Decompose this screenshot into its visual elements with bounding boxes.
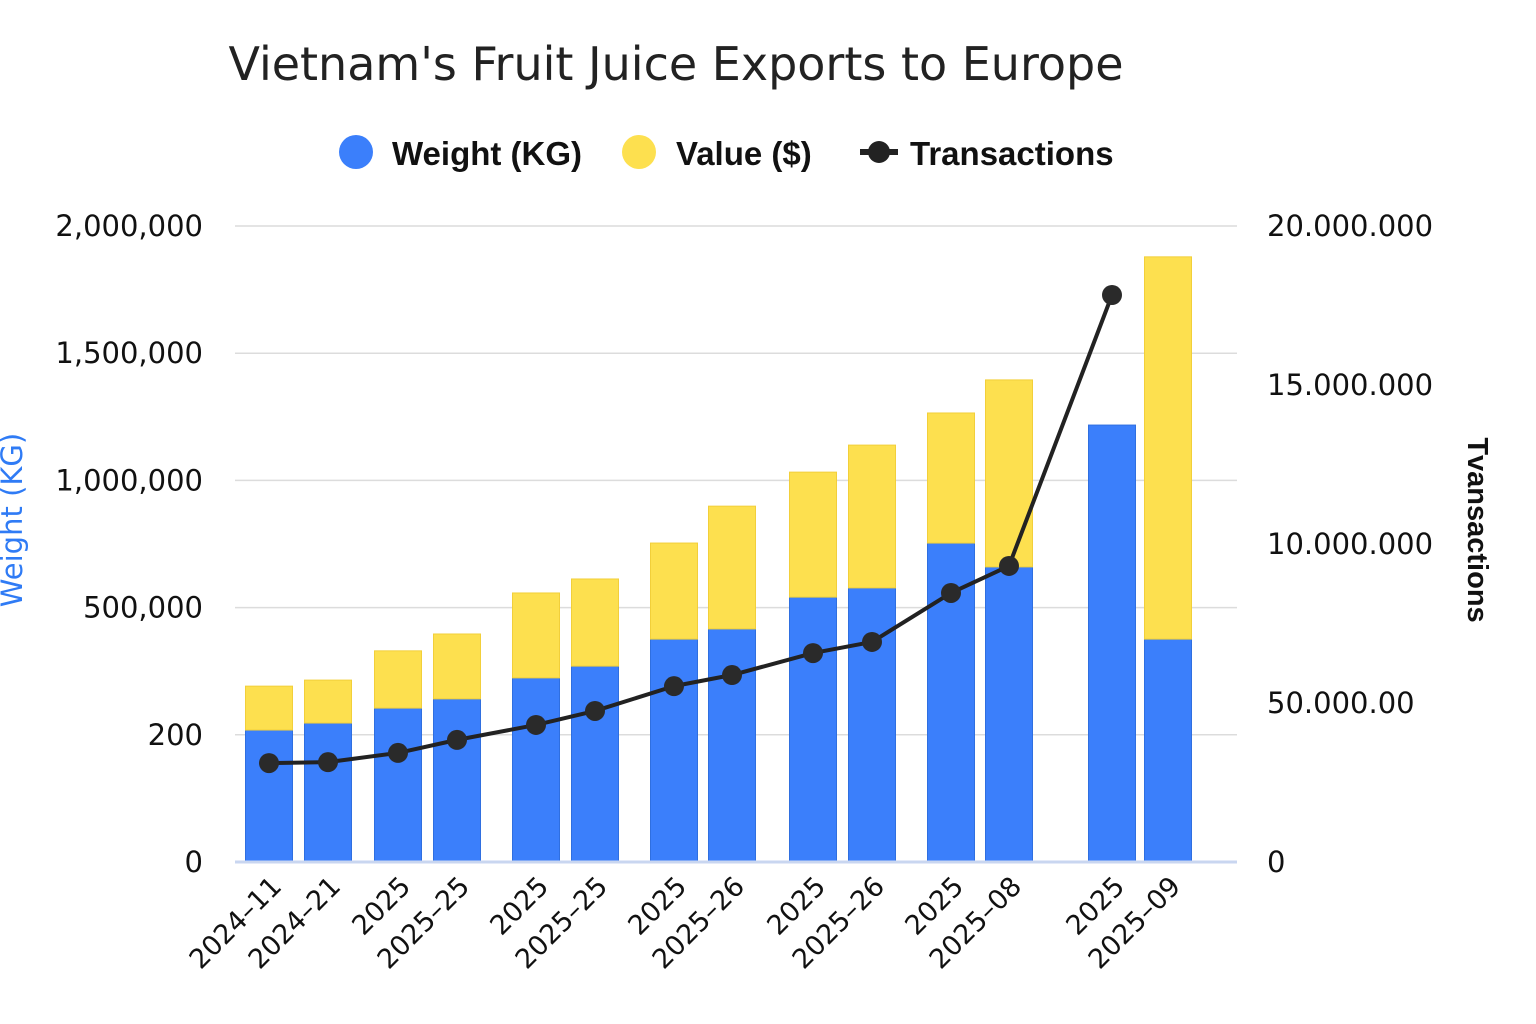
transactions-point (941, 582, 961, 603)
bar-value (789, 471, 837, 598)
legend-label-weight: Weight (KG) (392, 135, 582, 172)
bar-weight (789, 596, 837, 863)
transactions-point (664, 676, 684, 697)
bar-value (304, 679, 352, 724)
y-tick-label: 1,000,000 (55, 463, 203, 497)
y-tick-label: 1,500,000 (55, 336, 203, 370)
y2-axis-label: Tvansactions (1461, 437, 1493, 622)
transactions-point (318, 752, 338, 773)
bar-value (848, 444, 896, 589)
bars (245, 256, 1192, 863)
bar-weight (708, 628, 756, 863)
transactions-point (862, 631, 882, 652)
y2-tick-label: 15.000.000 (1267, 368, 1433, 402)
y-tick-label: 0 (185, 845, 203, 879)
legend-swatch-marker (868, 141, 890, 163)
bar-value (245, 685, 293, 731)
bar-value (708, 505, 756, 630)
bar-weight (571, 665, 619, 863)
bar-weight (848, 587, 896, 863)
bar-value (433, 633, 481, 700)
legend-swatch-value (622, 135, 656, 169)
y-tick-label: 500,000 (83, 591, 203, 625)
bar-value (571, 578, 619, 667)
transactions-line (259, 285, 1122, 774)
legend-item-transactions[interactable]: Transactions (860, 135, 1114, 172)
legend-label-value: Value ($) (676, 135, 812, 172)
bar-weight (650, 638, 698, 863)
y-axis-left: 0 200 500,000 1,000,000 1,500,000 2,000,000 (55, 209, 203, 879)
transactions-point (388, 742, 408, 763)
transactions-point (447, 729, 467, 750)
legend-swatch-weight (339, 135, 373, 169)
legend-item-weight[interactable]: Weight (KG) (339, 135, 582, 172)
bar-weight (433, 698, 481, 863)
bar-value (927, 412, 975, 544)
bar-value (985, 379, 1033, 568)
y2-tick-label: 50.000.00 (1267, 686, 1415, 720)
bar-weight (245, 729, 293, 863)
bar-weight (1088, 424, 1136, 863)
transactions-point (259, 753, 279, 774)
y2-tick-label: 0 (1267, 845, 1285, 879)
bar-value (650, 542, 698, 640)
transactions-point (1102, 285, 1122, 306)
y-axis-right: 0 50.000.00 10.000.000 15.000.000 20.000.000 (1267, 209, 1433, 879)
chart-title: Vietnam's Fruit Juice Exports to Europe (228, 37, 1123, 91)
transactions-point (526, 714, 546, 735)
bar-weight (985, 566, 1033, 863)
bar-weight (512, 677, 560, 863)
transactions-point (999, 555, 1019, 576)
y-tick-label: 200 (148, 718, 203, 752)
transactions-point (803, 643, 823, 664)
bar-value (1144, 256, 1192, 640)
bar-weight (304, 722, 352, 863)
y2-tick-label: 10.000.000 (1267, 527, 1433, 561)
bar-weight (374, 707, 422, 863)
legend: Weight (KG) Value ($) Transactions (339, 135, 1114, 172)
y-tick-label: 2,000,000 (55, 209, 203, 243)
bar-value (374, 650, 422, 709)
transactions-point (585, 700, 605, 721)
y-axis-label: Weight (KG) (0, 433, 29, 607)
transactions-point (722, 665, 742, 686)
bar-weight (1144, 638, 1192, 863)
bar-value (512, 592, 560, 679)
legend-label-transactions: Transactions (910, 135, 1114, 172)
legend-item-value[interactable]: Value ($) (622, 135, 812, 172)
y2-tick-label: 20.000.000 (1267, 209, 1433, 243)
